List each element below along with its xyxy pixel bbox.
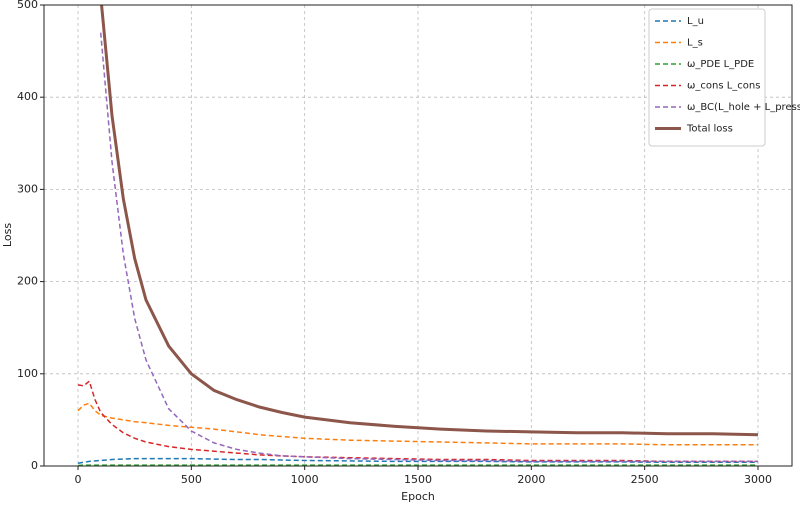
x-tick-label: 0 xyxy=(75,473,82,486)
y-tick-label: 0 xyxy=(31,459,38,472)
x-tick-label: 2500 xyxy=(631,473,659,486)
y-tick-label: 100 xyxy=(17,367,38,380)
x-tick-label: 1000 xyxy=(291,473,319,486)
y-tick-label: 500 xyxy=(17,0,38,11)
x-axis-label: Epoch xyxy=(401,490,435,503)
legend-label: L_u xyxy=(687,16,704,27)
y-tick-label: 200 xyxy=(17,275,38,288)
legend-label: Total loss xyxy=(686,124,733,135)
legend-label: ω_BC(L_hole + L_press) xyxy=(687,102,800,113)
legend-label: L_s xyxy=(687,38,703,49)
x-tick-label: 1500 xyxy=(404,473,432,486)
x-tick-label: 500 xyxy=(181,473,202,486)
y-axis-label: Loss xyxy=(1,223,14,247)
x-tick-label: 2000 xyxy=(517,473,545,486)
x-tick-label: 3000 xyxy=(744,473,772,486)
y-tick-label: 300 xyxy=(17,182,38,195)
legend: L_u L_s ω_PDE L_PDE ω_cons L_cons ω_BC(L_hol… xyxy=(649,9,800,146)
y-tick-label: 400 xyxy=(17,90,38,103)
legend-label: ω_PDE L_PDE xyxy=(687,59,754,70)
legend-label: ω_cons L_cons xyxy=(687,81,760,92)
